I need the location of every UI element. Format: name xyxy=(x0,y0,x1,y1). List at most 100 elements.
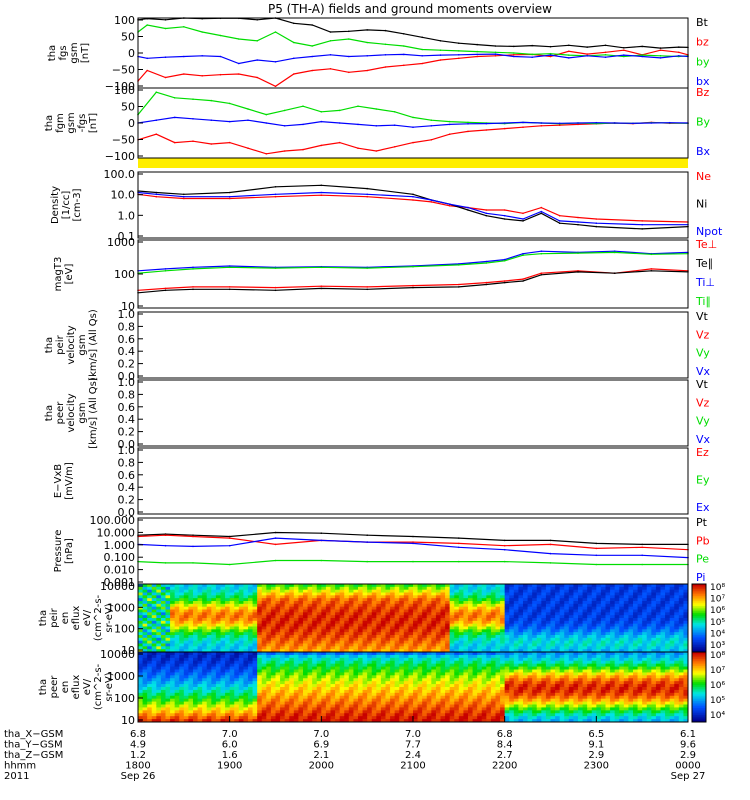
heatmap-cell xyxy=(270,637,276,642)
series-line-bx xyxy=(137,53,689,65)
colorbar-segment xyxy=(692,592,706,595)
heatmap-cell xyxy=(229,660,235,665)
heatmap-cell xyxy=(193,601,198,605)
heatmap-cell xyxy=(660,612,666,616)
heatmap-cell xyxy=(275,698,281,702)
heatmap-cell xyxy=(229,640,235,644)
data-point xyxy=(485,122,488,125)
heatmap-cell xyxy=(408,632,414,636)
heatmap-cell xyxy=(284,652,290,656)
heatmap-cell xyxy=(248,681,253,685)
heatmap-cell xyxy=(523,601,528,605)
heatmap-cell xyxy=(229,657,235,662)
heatmap-cell xyxy=(578,584,583,588)
heatmap-cell xyxy=(229,652,235,656)
colorbar-tick-label: 10⁶ xyxy=(710,606,725,616)
heatmap-cell xyxy=(431,589,437,593)
heatmap-cell xyxy=(403,601,409,605)
heatmap-cell xyxy=(550,646,556,650)
heatmap-cell xyxy=(435,643,441,647)
heatmap-cell xyxy=(417,584,423,588)
heatmap-cell xyxy=(490,637,496,642)
heatmap-cell xyxy=(183,704,189,708)
heatmap-cell xyxy=(165,652,171,656)
heatmap-cell xyxy=(367,637,373,642)
heatmap-cell xyxy=(458,601,464,605)
heatmap-cell xyxy=(257,684,263,688)
heatmap-cell xyxy=(573,646,579,650)
heatmap-cell xyxy=(481,649,487,653)
heatmap-cell xyxy=(527,618,533,622)
heatmap-cell xyxy=(481,589,487,593)
heatmap-cell xyxy=(202,606,208,610)
heatmap-cell xyxy=(266,623,272,627)
colorbar-segment xyxy=(692,599,706,602)
heatmap-cell xyxy=(403,663,409,667)
heatmap-cell xyxy=(312,626,318,630)
heatmap-cell xyxy=(275,652,281,656)
data-point xyxy=(412,195,414,198)
heatmap-cell xyxy=(403,584,409,588)
heatmap-cell xyxy=(261,626,267,630)
heatmap-cell xyxy=(284,719,290,723)
heatmap-cell xyxy=(660,615,666,619)
heatmap-cell xyxy=(674,626,680,630)
heatmap-cell xyxy=(215,669,221,673)
heatmap-cell xyxy=(683,595,689,599)
heatmap-cell xyxy=(490,603,496,608)
heatmap-cell xyxy=(390,623,396,627)
heatmap-cell xyxy=(142,606,148,610)
heatmap-cell xyxy=(380,687,386,691)
heatmap-cell xyxy=(151,637,157,642)
heatmap-cell xyxy=(578,626,583,630)
heatmap-cell xyxy=(243,592,249,596)
heatmap-cell xyxy=(243,695,249,700)
heatmap-cell xyxy=(280,586,286,591)
heatmap-cell xyxy=(559,601,565,605)
heatmap-cell xyxy=(289,603,295,608)
heatmap-cell xyxy=(275,637,281,642)
heatmap-cell xyxy=(316,635,322,639)
heatmap-cell xyxy=(532,635,538,639)
heatmap-cell xyxy=(170,663,176,667)
data-point xyxy=(659,47,662,49)
heatmap-cell xyxy=(445,649,451,653)
heatmap-cell xyxy=(390,620,396,625)
heatmap-cell xyxy=(275,612,281,616)
heatmap-cell xyxy=(321,618,327,622)
heatmap-cell xyxy=(380,684,386,688)
heatmap-cell xyxy=(156,603,162,608)
heatmap-cell xyxy=(380,640,386,644)
heatmap-cell xyxy=(651,584,657,588)
heatmap-cell xyxy=(619,612,625,616)
heatmap-cell xyxy=(463,584,469,588)
colorbar-segment xyxy=(692,631,706,634)
data-point xyxy=(604,51,607,54)
heatmap-cell xyxy=(637,626,643,630)
heatmap-cell xyxy=(261,646,267,650)
heatmap-cell xyxy=(298,719,304,723)
heatmap-cell xyxy=(385,654,391,659)
heatmap-cell xyxy=(385,603,391,608)
heatmap-cell xyxy=(541,649,547,653)
y-tick-label: 0.0 xyxy=(118,438,136,451)
heatmap-cell xyxy=(142,615,148,619)
data-point xyxy=(577,216,579,219)
heatmap-cell xyxy=(261,689,267,694)
heatmap-cell xyxy=(513,637,519,642)
heatmap-cell xyxy=(674,646,680,650)
heatmap-cell xyxy=(610,632,616,636)
heatmap-cell xyxy=(225,598,231,602)
heatmap-cell xyxy=(527,640,533,644)
heatmap-cell xyxy=(683,615,689,619)
data-point xyxy=(320,111,323,113)
heatmap-cell xyxy=(633,584,638,588)
heatmap-cell xyxy=(206,629,212,633)
heatmap-cell xyxy=(220,629,226,633)
heatmap-cell xyxy=(394,623,400,627)
heatmap-cell xyxy=(298,695,304,700)
y-tick-label: 10.0 xyxy=(111,189,136,202)
heatmap-cell xyxy=(596,632,602,636)
heatmap-cell xyxy=(156,652,162,656)
heatmap-cell xyxy=(458,584,464,588)
